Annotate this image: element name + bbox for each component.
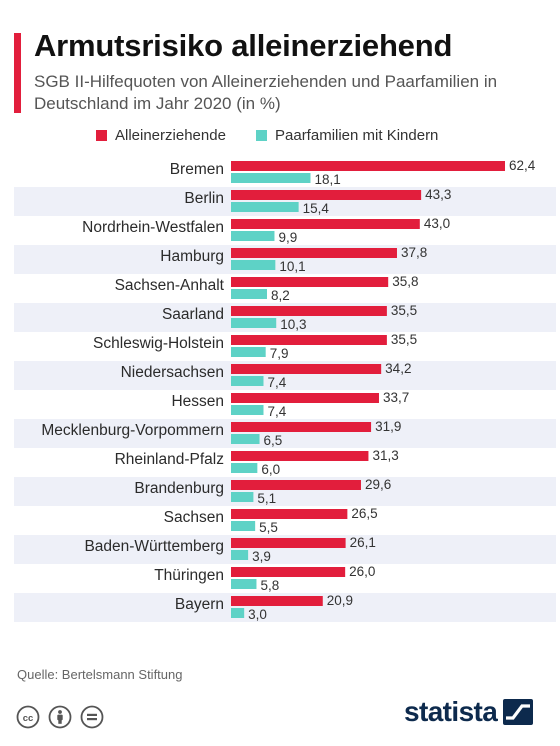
bar-alleinerziehende-schleswig-holstein: [231, 335, 387, 345]
legend-swatch-paarfamilien: [256, 130, 267, 141]
value-label-alleinerziehende-niedersachsen: 34,2: [385, 361, 411, 376]
value-label-alleinerziehende-rheinland-pfalz: 31,3: [372, 448, 398, 463]
bar-paarfamilien-niedersachsen: [231, 376, 264, 386]
value-label-paarfamilien-bayern: 3,0: [248, 607, 267, 622]
bar-paarfamilien-mecklenburg-vorpommern: [231, 434, 260, 444]
value-label-alleinerziehende-baden-wuerttemberg: 26,1: [350, 535, 376, 550]
value-label-paarfamilien-mecklenburg-vorpommern: 6,5: [264, 433, 283, 448]
bar-alleinerziehende-rheinland-pfalz: [231, 451, 369, 461]
bar-alleinerziehende-brandenburg: [231, 480, 361, 490]
bar-chart: Bremen 62,4 18,1 Berlin 43,3 15,4 Nordrhein-We…: [14, 158, 556, 622]
value-label-paarfamilien-schleswig-holstein: 7,9: [270, 346, 289, 361]
value-label-paarfamilien-saarland: 10,3: [280, 317, 306, 332]
bar-paarfamilien-nordrhein-westfalen: [231, 231, 275, 241]
value-label-alleinerziehende-sachsen: 26,5: [351, 506, 377, 521]
license-icons: cc: [16, 705, 104, 729]
bar-alleinerziehende-nordrhein-westfalen: [231, 219, 420, 229]
bar-alleinerziehende-thueringen: [231, 567, 346, 577]
bar-alleinerziehende-mecklenburg-vorpommern: [231, 422, 372, 432]
value-label-alleinerziehende-bayern: 20,9: [327, 593, 353, 608]
svg-text:cc: cc: [23, 713, 34, 724]
bar-paarfamilien-hamburg: [231, 260, 276, 270]
bar-alleinerziehende-berlin: [231, 190, 422, 200]
bar-paarfamilien-bremen: [231, 173, 311, 183]
category-label-baden-wuerttemberg: Baden-Württemberg: [84, 538, 224, 555]
legend-swatch-alleinerziehende: [96, 130, 107, 141]
value-label-alleinerziehende-schleswig-holstein: 35,5: [391, 332, 417, 347]
value-label-alleinerziehende-hamburg: 37,8: [401, 245, 427, 260]
category-label-mecklenburg-vorpommern: Mecklenburg-Vorpommern: [41, 422, 224, 439]
bar-paarfamilien-baden-wuerttemberg: [231, 550, 249, 560]
value-label-paarfamilien-berlin: 15,4: [303, 201, 330, 216]
category-label-sachsen-anhalt: Sachsen-Anhalt: [115, 277, 225, 294]
category-label-rheinland-pfalz: Rheinland-Pfalz: [115, 451, 224, 468]
category-label-hamburg: Hamburg: [160, 248, 224, 265]
statista-brand[interactable]: statista: [404, 696, 534, 728]
category-label-bayern: Bayern: [175, 596, 224, 613]
value-label-paarfamilien-rheinland-pfalz: 6,0: [261, 462, 280, 477]
legend-item-paarfamilien: Paarfamilien mit Kindern: [256, 127, 438, 144]
bar-alleinerziehende-sachsen-anhalt: [231, 277, 389, 287]
category-label-berlin: Berlin: [184, 190, 224, 207]
value-label-paarfamilien-sachsen: 5,5: [259, 520, 278, 535]
bar-paarfamilien-schleswig-holstein: [231, 347, 266, 357]
value-label-alleinerziehende-nordrhein-westfalen: 43,0: [424, 216, 450, 231]
chart-subtitle: SGB II-Hilfequoten von Alleinerziehenden…: [34, 72, 498, 113]
bar-paarfamilien-brandenburg: [231, 492, 254, 502]
bar-paarfamilien-sachsen-anhalt: [231, 289, 268, 299]
value-label-paarfamilien-sachsen-anhalt: 8,2: [271, 288, 290, 303]
bar-alleinerziehende-bremen: [231, 161, 505, 171]
category-label-bremen: Bremen: [170, 161, 224, 178]
legend-label-paarfamilien: Paarfamilien mit Kindern: [275, 127, 439, 144]
bar-paarfamilien-rheinland-pfalz: [231, 463, 258, 473]
bar-alleinerziehende-saarland: [231, 306, 387, 316]
source-note: Quelle: Bertelsmann Stiftung: [17, 667, 183, 682]
value-label-paarfamilien-thueringen: 5,8: [260, 578, 279, 593]
value-label-alleinerziehende-bremen: 62,4: [509, 158, 536, 173]
title-accent-bar: [14, 33, 21, 113]
statista-logo-icon: [503, 699, 534, 725]
category-label-sachsen: Sachsen: [164, 509, 224, 526]
category-label-saarland: Saarland: [162, 306, 224, 323]
value-label-alleinerziehende-sachsen-anhalt: 35,8: [392, 274, 418, 289]
bar-alleinerziehende-baden-wuerttemberg: [231, 538, 346, 548]
bar-alleinerziehende-niedersachsen: [231, 364, 382, 374]
legend-label-alleinerziehende: Alleinerziehende: [115, 127, 226, 144]
value-label-alleinerziehende-thueringen: 26,0: [349, 564, 375, 579]
value-label-alleinerziehende-berlin: 43,3: [425, 187, 451, 202]
bar-alleinerziehende-sachsen: [231, 509, 348, 519]
value-label-alleinerziehende-mecklenburg-vorpommern: 31,9: [375, 419, 401, 434]
value-label-paarfamilien-baden-wuerttemberg: 3,9: [252, 549, 271, 564]
value-label-paarfamilien-niedersachsen: 7,4: [267, 375, 286, 390]
legend-item-alleinerziehende: Alleinerziehende: [96, 127, 226, 144]
value-label-paarfamilien-hessen: 7,4: [267, 404, 286, 419]
value-label-paarfamilien-bremen: 18,1: [314, 172, 340, 187]
bar-alleinerziehende-bayern: [231, 596, 323, 606]
value-label-alleinerziehende-hessen: 33,7: [383, 390, 409, 405]
value-label-paarfamilien-brandenburg: 5,1: [257, 491, 276, 506]
bar-paarfamilien-bayern: [231, 608, 245, 618]
bar-paarfamilien-hessen: [231, 405, 264, 415]
bar-paarfamilien-sachsen: [231, 521, 256, 531]
bar-paarfamilien-saarland: [231, 318, 277, 328]
attribution-icon[interactable]: [48, 705, 72, 729]
bar-paarfamilien-thueringen: [231, 579, 257, 589]
bar-paarfamilien-berlin: [231, 202, 299, 212]
category-label-nordrhein-westfalen: Nordrhein-Westfalen: [82, 219, 224, 236]
value-label-alleinerziehende-saarland: 35,5: [391, 303, 417, 318]
category-label-schleswig-holstein: Schleswig-Holstein: [93, 335, 224, 352]
bar-alleinerziehende-hamburg: [231, 248, 397, 258]
value-label-alleinerziehende-brandenburg: 29,6: [365, 477, 391, 492]
value-label-paarfamilien-nordrhein-westfalen: 9,9: [278, 230, 297, 245]
brand-name: statista: [404, 696, 498, 727]
category-label-niedersachsen: Niedersachsen: [121, 364, 224, 381]
chart-title: Armutsrisiko alleinerziehend: [34, 28, 453, 63]
value-label-paarfamilien-hamburg: 10,1: [279, 259, 305, 274]
category-label-hessen: Hessen: [171, 393, 224, 410]
cc-icon[interactable]: cc: [16, 705, 40, 729]
bar-alleinerziehende-hessen: [231, 393, 379, 403]
no-derivatives-icon[interactable]: [80, 705, 104, 729]
category-label-thueringen: Thüringen: [154, 567, 224, 584]
category-label-brandenburg: Brandenburg: [134, 480, 224, 497]
